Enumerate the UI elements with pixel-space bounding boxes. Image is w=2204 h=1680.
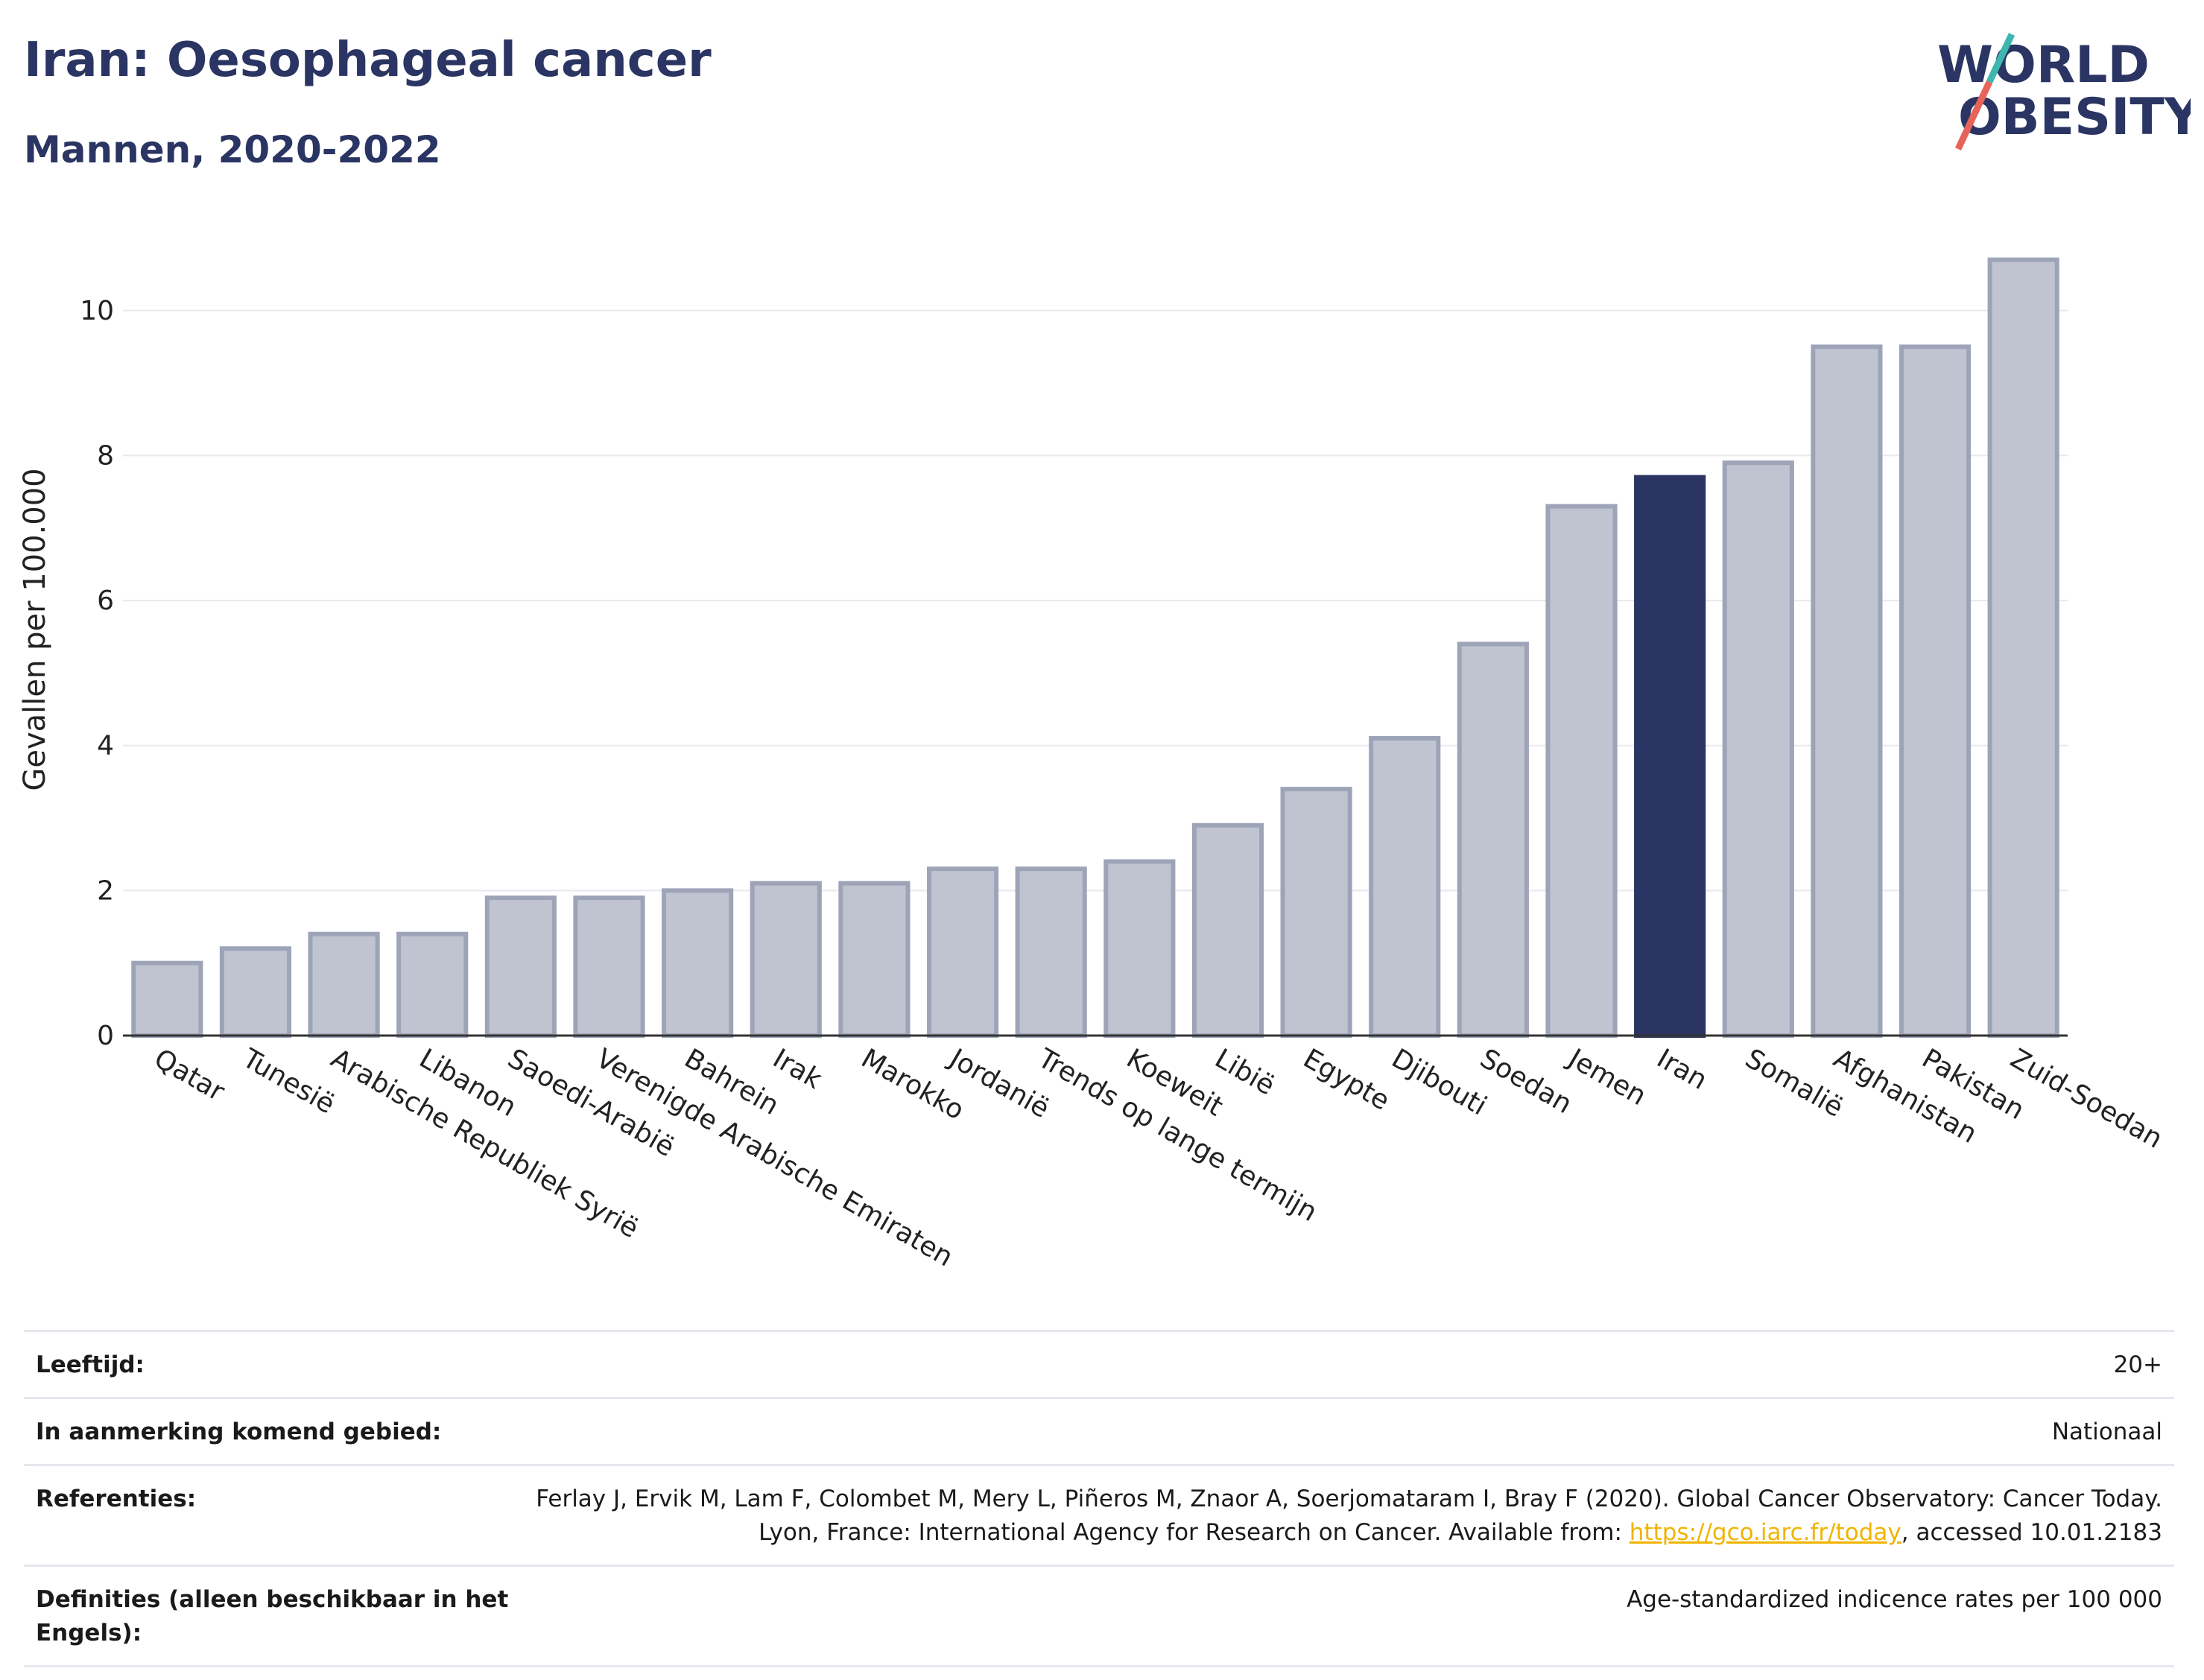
info-value: Ferlay J, Ervik M, Lam F, Colombet M, Me…	[513, 1463, 2174, 1566]
bar-egypte[interactable]	[1280, 787, 1352, 1038]
x-tick-label: Somalië	[1740, 1043, 1848, 1123]
y-tick-label: 10	[80, 296, 114, 326]
bar-marokko[interactable]	[838, 881, 911, 1038]
bar-jordani-[interactable]	[926, 866, 999, 1038]
x-tick-label: Qatar	[149, 1043, 229, 1107]
bar-bahrein[interactable]	[662, 888, 734, 1038]
y-tick-label: 4	[97, 731, 114, 761]
bar-koeweit[interactable]	[1103, 859, 1176, 1039]
grid-lines	[123, 309, 2068, 892]
info-row-area: In aanmerking komend gebied: Nationaal	[24, 1396, 2174, 1465]
world-obesity-logo: WORLD OBESITY	[1937, 33, 2191, 150]
logo-line-obesity: OBESITY	[1958, 88, 2191, 147]
x-tick-label: Tunesië	[237, 1043, 340, 1120]
info-key: Referenties:	[24, 1463, 513, 1566]
x-tick-label: Jemen	[1562, 1042, 1651, 1112]
x-tick-label: Soedan	[1475, 1043, 1577, 1120]
bar-arabische-republiek-syri-[interactable]	[308, 931, 380, 1038]
info-table: Leeftijd: 20+ In aanmerking komend gebie…	[24, 1330, 2174, 1667]
bar-soedan[interactable]	[1457, 641, 1529, 1038]
bar-zuid-soedan[interactable]	[1987, 257, 2059, 1038]
reference-accessed: , accessed 10.01.2183	[1901, 1518, 2162, 1546]
info-key: Definities (alleen beschikbaar in het En…	[24, 1564, 513, 1667]
bar-irak[interactable]	[750, 881, 822, 1038]
chart-subtitle: Mannen, 2020-2022	[24, 128, 441, 171]
bar-qatar[interactable]	[131, 960, 203, 1039]
bar-pakistan[interactable]	[1899, 344, 1972, 1039]
logo-line-world: WORLD	[1937, 36, 2150, 95]
chart-title: Iran: Oesophageal cancer	[24, 33, 712, 88]
bar-djibouti[interactable]	[1369, 735, 1441, 1038]
y-tick-label: 2	[97, 875, 114, 906]
x-tick-label: Djibouti	[1387, 1043, 1492, 1121]
x-tick-label: Iran	[1652, 1043, 1712, 1096]
bar-somali-[interactable]	[1722, 460, 1794, 1038]
bar-iran[interactable]	[1634, 475, 1706, 1038]
info-value: Nationaal	[513, 1396, 2174, 1465]
bar-afghanistan[interactable]	[1811, 344, 1883, 1039]
bar-libi-[interactable]	[1191, 822, 1264, 1039]
reference-text: Ferlay J, Ervik M, Lam F, Colombet M, Me…	[536, 1485, 2162, 1546]
info-value: Age-standardized indicence rates per 100…	[513, 1564, 2174, 1667]
bar-jemen[interactable]	[1545, 504, 1618, 1038]
x-tick-label: Arabische Republiek Syrië	[326, 1043, 644, 1244]
x-tick-label: Irak	[767, 1043, 827, 1095]
bar-saoedi-arabi-[interactable]	[484, 896, 557, 1039]
info-key: In aanmerking komend gebied:	[24, 1396, 513, 1465]
y-tick-label: 0	[97, 1021, 114, 1051]
reference-link[interactable]: https://gco.iarc.fr/today	[1629, 1518, 1901, 1546]
y-tick-label: 6	[97, 586, 114, 616]
logo-slash-teal	[1986, 33, 2015, 83]
bar-trends-op-lange-termijn[interactable]	[1015, 866, 1087, 1038]
info-row-references: Referenties: Ferlay J, Ervik M, Lam F, C…	[24, 1463, 2174, 1566]
logo-slash-red	[1954, 80, 1993, 150]
y-axis-title: Gevallen per 100.000	[18, 468, 52, 790]
bar-verenigde-arabische-emiraten[interactable]	[573, 896, 645, 1039]
info-key: Leeftijd:	[24, 1330, 513, 1398]
bar-libanon[interactable]	[396, 931, 469, 1038]
bars	[131, 257, 2059, 1039]
y-tick-label: 8	[97, 440, 114, 471]
info-row-definitions: Definities (alleen beschikbaar in het En…	[24, 1564, 2174, 1667]
y-axis-ticks: 0 2 4 6 8 10	[80, 296, 114, 1051]
info-value: 20+	[513, 1330, 2174, 1398]
info-row-age: Leeftijd: 20+	[24, 1330, 2174, 1398]
x-tick-label: Egypte	[1298, 1043, 1395, 1117]
bar-tunesi-[interactable]	[219, 946, 292, 1039]
